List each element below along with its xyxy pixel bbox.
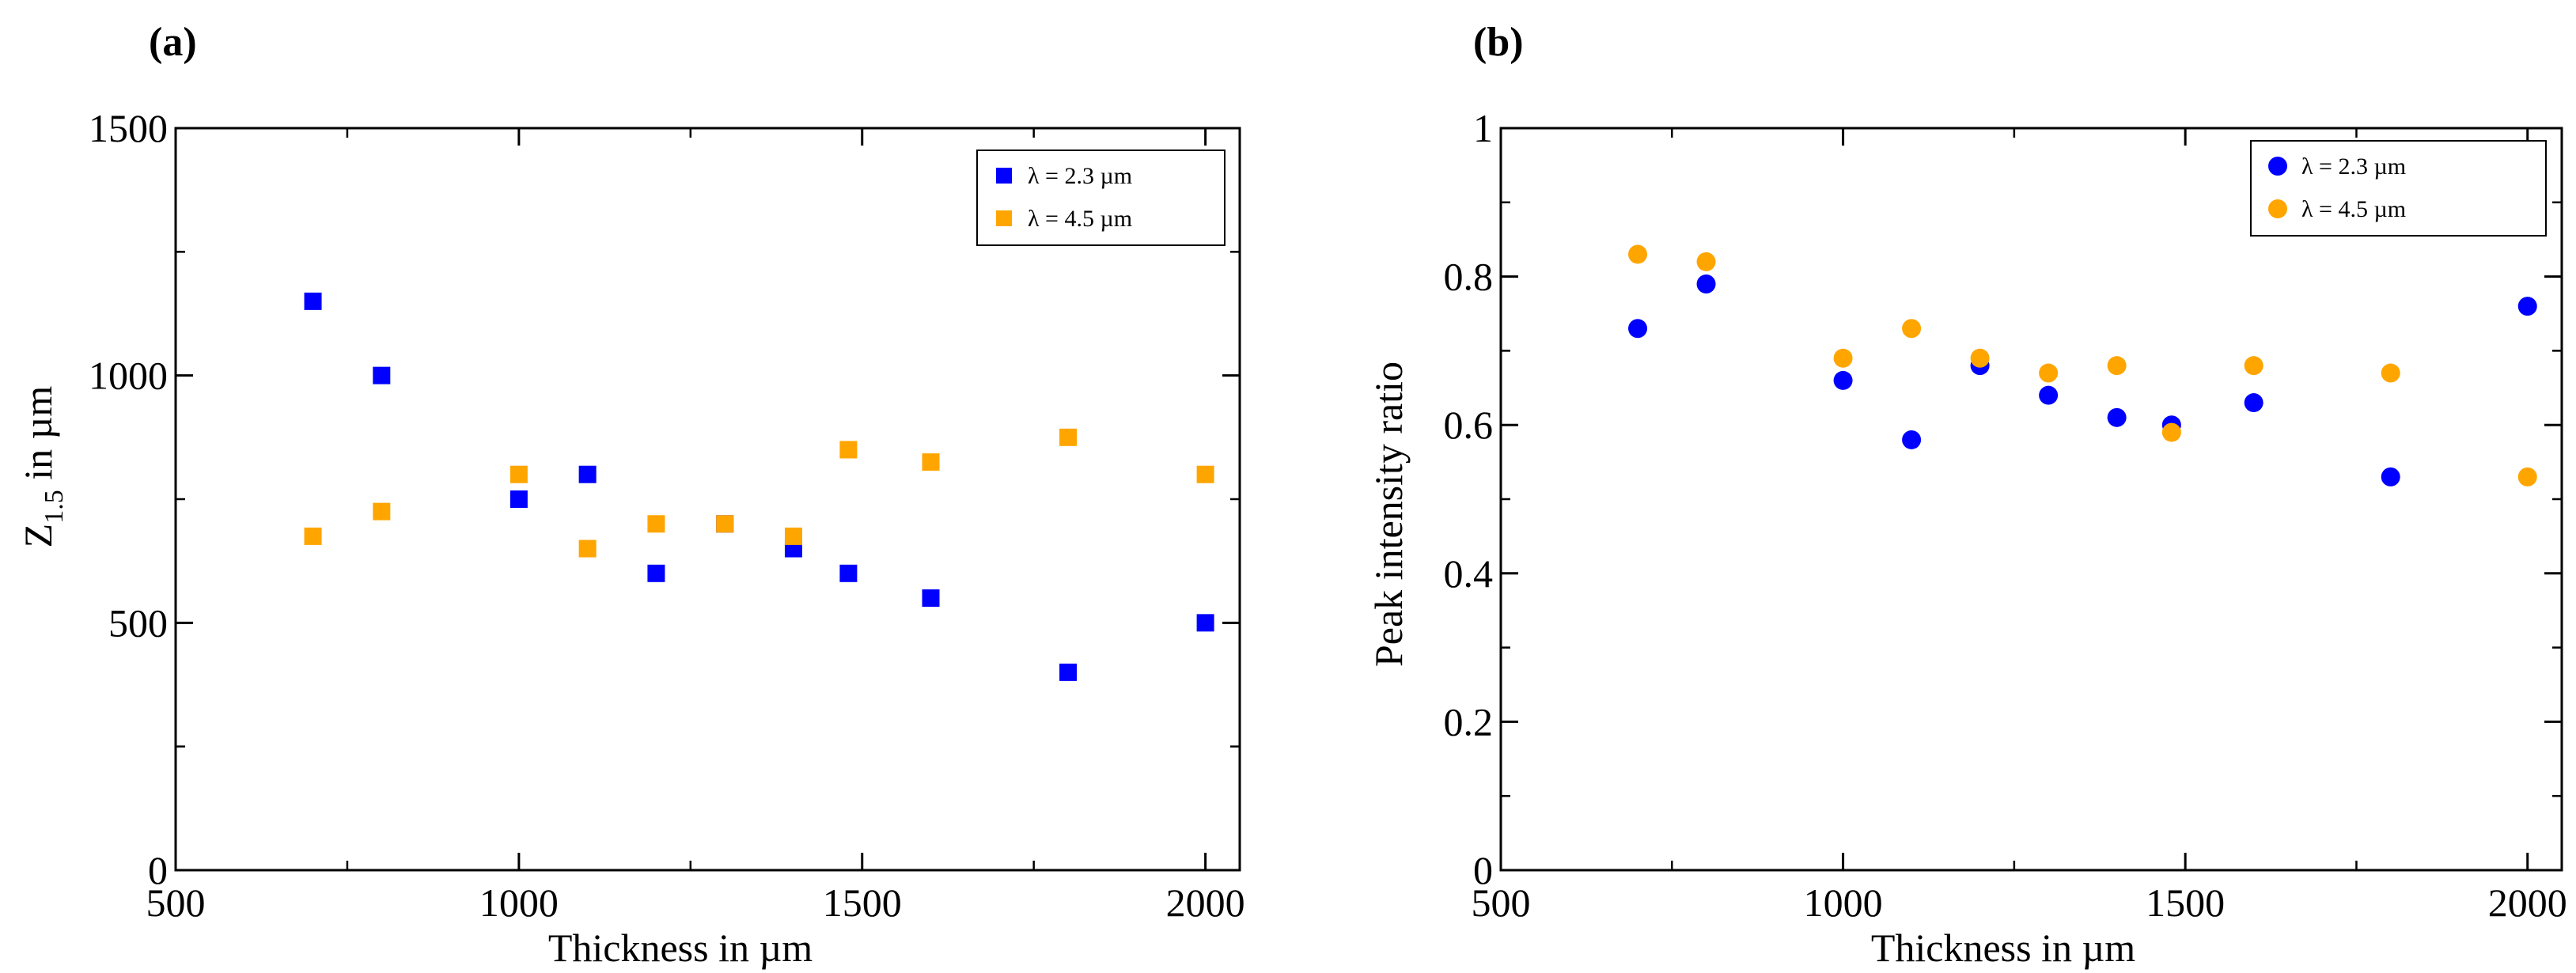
chart-b-ytick-label: 0.6 <box>1444 403 1494 447</box>
chart-b-legend-marker-1 <box>2268 199 2287 218</box>
chart-a-series-1-point <box>373 502 391 521</box>
chart-b-legend-box <box>2250 140 2547 237</box>
chart-a-series-1-point <box>304 527 322 545</box>
chart-b-xtick-label: 1500 <box>2146 880 2225 925</box>
chart-a-series-1-point <box>716 515 734 533</box>
chart-b-series-1-point <box>1833 348 1853 368</box>
chart-b-ytick-label: 0 <box>1473 848 1493 892</box>
chart-b-xtick-label: 1000 <box>1804 880 1883 925</box>
chart-a-series-1-point <box>578 540 597 558</box>
chart-b-series-0-point <box>2517 297 2537 316</box>
chart-a-ylabel-sub: 1.5 <box>40 490 69 524</box>
chart-a-series-0-point <box>1059 663 1078 681</box>
chart-b-ytick-label: 1 <box>1473 106 1493 150</box>
chart-b-series-1-point <box>1696 252 1716 271</box>
chart-b-ytick-label: 0.4 <box>1444 551 1494 596</box>
chart-b-series-1-point <box>2039 363 2059 383</box>
chart-a-xlabel: Thickness in µm <box>548 926 813 970</box>
chart-a-series-1-point <box>1059 428 1078 446</box>
chart-b-series-0-point <box>2039 385 2059 405</box>
chart-b-series-1-point <box>2244 356 2263 376</box>
chart-b-series-1-point <box>2107 356 2127 376</box>
chart-a-series-1-point <box>510 465 528 483</box>
chart-b-xtick-label: 500 <box>1472 880 1531 925</box>
chart-a-legend-box <box>976 150 1225 246</box>
chart-b-series-0-point <box>2381 467 2400 486</box>
chart-b-legend-label-1: λ = 4.5 µm <box>2301 196 2406 222</box>
chart-b-legend-marker-0 <box>2268 157 2287 176</box>
chart-a-ytick-label: 1000 <box>89 354 168 398</box>
chart-a-series-0-point <box>1196 614 1214 632</box>
chart-b-ylabel: Peak intensity ratio <box>1366 362 1411 667</box>
chart-a-xtick-label: 500 <box>146 880 206 925</box>
panel-b: (b) 500 1000 1500 2000 0 0.2 0.4 0.6 0.8 1 λ = 2.3… <box>1366 20 2567 970</box>
chart-a-series-0-point <box>922 589 940 608</box>
chart-b-series-1-point <box>1970 348 1990 368</box>
chart-b-series-1-point <box>2161 422 2181 442</box>
chart-a-series-0-point <box>373 366 391 384</box>
chart-b-xtick-label: 2000 <box>2488 880 2567 925</box>
chart-a-ytick-label: 0 <box>148 848 168 892</box>
chart-b-ytick-label: 0.2 <box>1444 699 1494 744</box>
chart-a-series-0-point <box>304 292 322 310</box>
chart-b-series-1-point <box>2381 363 2400 383</box>
chart-a-ytick-label: 1500 <box>89 106 168 150</box>
chart-a-series-1-point <box>1196 465 1214 483</box>
chart-b-series-0-point <box>2244 393 2263 413</box>
chart-a-series-0-point <box>510 490 528 508</box>
chart-b-frame <box>1499 127 2563 872</box>
chart-b-series-0-point <box>1696 274 1716 293</box>
chart-b-series-0-point <box>2107 407 2127 427</box>
chart-a-legend-marker-1 <box>996 210 1012 226</box>
chart-a-xtick-label: 2000 <box>1166 880 1245 925</box>
chart-a-legend: λ = 2.3 µm λ = 4.5 µm <box>976 150 1225 246</box>
chart-a-legend-label-0: λ = 2.3 µm <box>1028 163 1132 189</box>
chart-b-series-1-point <box>1628 244 1648 264</box>
chart-a-series-1-point <box>839 441 858 459</box>
chart-b-legend: λ = 2.3 µm λ = 4.5 µm <box>2250 140 2547 237</box>
chart-b-series-1-point <box>1902 319 1922 339</box>
chart-a-series-1-point <box>784 527 802 545</box>
chart-b-series-1-point <box>2517 467 2537 486</box>
chart-a-series-0-point <box>839 564 858 582</box>
chart-a-ylabel-main: Z <box>16 524 60 548</box>
chart-b-ytick-label: 0.8 <box>1444 255 1494 299</box>
chart-a-ytick-label: 500 <box>108 600 168 645</box>
chart-a-series-0-point <box>578 465 597 483</box>
chart-b-ylabel-main: Peak intensity ratio <box>1366 362 1411 667</box>
chart-a-series-1-point <box>922 453 940 471</box>
chart-b-series-0-point <box>1902 430 1922 449</box>
chart-b-xlabel: Thickness in µm <box>1871 926 2135 970</box>
chart-b-series-0-point <box>1628 319 1648 339</box>
panel-b-label: (b) <box>1473 20 1524 65</box>
chart-a-ylabel: Z1.5 in µm <box>16 386 69 548</box>
chart-a-legend-label-1: λ = 4.5 µm <box>1028 206 1132 232</box>
panel-a-label: (a) <box>149 20 197 65</box>
chart-a-ylabel-tail: in µm <box>16 386 60 490</box>
chart-a-legend-marker-0 <box>996 168 1012 184</box>
chart-a-xtick-label: 1000 <box>479 880 559 925</box>
chart-a-series-0-point <box>647 564 665 582</box>
chart-b-legend-label-0: λ = 2.3 µm <box>2301 153 2406 180</box>
chart-b-series-0-point <box>1833 370 1853 390</box>
chart-a-series-1-point <box>647 515 665 533</box>
chart-a-xtick-label: 1500 <box>823 880 902 925</box>
